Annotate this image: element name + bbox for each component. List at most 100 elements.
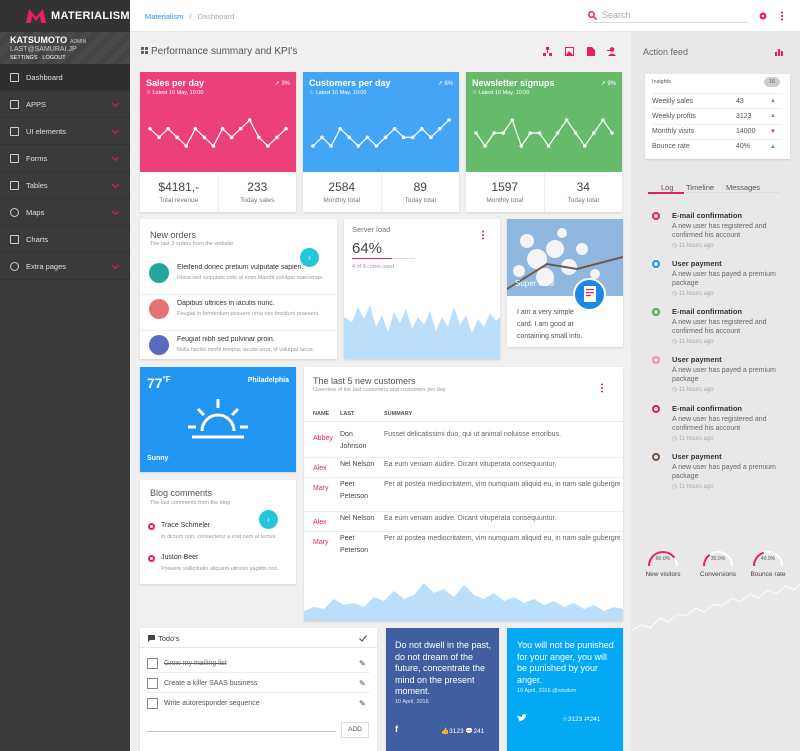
- order-title[interactable]: Feugiat nibh sed pulvinar proin.: [177, 336, 275, 343]
- blog-subtitle: The last comments from the blog: [150, 500, 231, 506]
- todo-text: Grow my mailing list: [164, 659, 227, 667]
- add-user-icon[interactable]: [607, 47, 617, 56]
- order-desc: Risus sed vulputate odio ut enim blandit…: [177, 275, 324, 281]
- apps-icon: [10, 99, 19, 109]
- settings-link[interactable]: SETTINGS: [10, 55, 38, 61]
- customer-name[interactable]: Alex: [313, 519, 327, 526]
- sidebar-item-forms[interactable]: Forms: [0, 145, 130, 172]
- feed-item[interactable]: E-mail confirmation A new user has regist…: [652, 404, 782, 442]
- pencil-icon[interactable]: ✎: [359, 678, 366, 688]
- chevron-down-icon[interactable]: [111, 180, 120, 189]
- feed-item[interactable]: User payment A new user has payed a premi…: [652, 355, 782, 393]
- feed-item[interactable]: E-mail confirmation A new user has regist…: [652, 211, 782, 249]
- feed-item[interactable]: E-mail confirmation A new user has regist…: [652, 307, 782, 345]
- logout-link[interactable]: LOGOUT: [42, 55, 66, 61]
- todo-item: Write autoresponder sequence ✎: [147, 697, 366, 709]
- server-more-icon[interactable]: [481, 230, 485, 240]
- sidebar-item-label: Tables: [26, 180, 48, 190]
- gear-icon[interactable]: [758, 11, 768, 21]
- sitemap-icon[interactable]: [543, 47, 552, 56]
- sidebar-item-label: Extra pages: [26, 261, 67, 271]
- todo-new-input[interactable]: [146, 731, 336, 732]
- user-box: KATSUMOTO ADMIN LAST@SAMURAI.JP SETTINGS …: [0, 32, 130, 64]
- comment-text: In dictum non, consectetur a erat nam at…: [161, 534, 277, 540]
- weather-temp: 77: [147, 375, 163, 391]
- todo-checkbox[interactable]: [147, 657, 158, 669]
- search-icon[interactable]: [588, 11, 597, 20]
- kpi-percent: ↗ 3%: [275, 80, 290, 87]
- customer-name[interactable]: Mary: [313, 485, 329, 492]
- todo-add-button[interactable]: ADD: [341, 722, 369, 738]
- document-icon[interactable]: [587, 47, 595, 56]
- twitter-icon[interactable]: [517, 714, 527, 722]
- page-title: Performance summary and KPI's: [151, 46, 298, 57]
- feed-item[interactable]: User payment A new user has payed a premi…: [652, 452, 782, 490]
- insight-value: 43: [736, 97, 744, 105]
- search-input[interactable]: Search: [588, 8, 748, 23]
- sidebar-item-charts[interactable]: Charts: [0, 226, 130, 253]
- chevron-down-icon[interactable]: [111, 207, 120, 216]
- chevron-down-icon[interactable]: [111, 99, 120, 108]
- image-icon[interactable]: [565, 47, 574, 56]
- comment-author[interactable]: Juston Beer: [161, 554, 199, 561]
- sidebar-item-maps[interactable]: Maps: [0, 199, 130, 226]
- pencil-icon[interactable]: ✎: [359, 658, 366, 668]
- server-title: Server load: [352, 225, 391, 234]
- order-title[interactable]: Eleifend donec pretium vulputate sapien.: [177, 264, 304, 271]
- sidebar-item-dashboard[interactable]: Dashboard: [0, 64, 130, 91]
- customers-more-icon[interactable]: [600, 383, 604, 393]
- sparkline-point: [238, 126, 243, 131]
- new-orders-card: New orders The last 3 orders from the we…: [140, 219, 337, 359]
- invoice-badge[interactable]: [573, 278, 606, 311]
- sparkline-point: [275, 135, 279, 140]
- sparkline-point: [211, 144, 216, 148]
- trend-up-icon: ↗: [437, 81, 445, 87]
- feed-item[interactable]: User payment A new user has payed a premi…: [652, 259, 782, 297]
- bar-chart-icon[interactable]: [775, 48, 783, 56]
- sidebar-item-extra-pages[interactable]: Extra pages: [0, 253, 130, 280]
- customer-name[interactable]: Mary: [313, 539, 329, 546]
- user-role: ADMIN: [70, 39, 87, 45]
- orders-next-button[interactable]: ›: [300, 248, 319, 267]
- quote-twitter-card: You will not be punished for your anger,…: [507, 628, 623, 751]
- chevron-down-icon[interactable]: [111, 153, 120, 162]
- todo-checkbox[interactable]: [147, 697, 158, 709]
- weather-condition: Sunny: [147, 455, 169, 462]
- check-icon[interactable]: [359, 635, 367, 642]
- sparkline-point: [410, 135, 415, 140]
- tab-log[interactable]: Log: [661, 183, 674, 192]
- facebook-icon[interactable]: f: [395, 724, 398, 734]
- home-icon: [10, 72, 19, 82]
- sidebar-item-apps[interactable]: APPS: [0, 91, 130, 118]
- customer-summary: Ea eum veniam audire. Dicant vituperata …: [384, 515, 557, 522]
- chevron-down-icon[interactable]: [111, 126, 120, 135]
- todo-checkbox[interactable]: [147, 677, 158, 689]
- sparkline-point: [202, 135, 207, 140]
- sidebar-item-ui-elements[interactable]: UI elements: [0, 118, 130, 145]
- comment-author[interactable]: Trace Schmeler: [161, 522, 211, 529]
- brand[interactable]: MATERIALISM: [0, 0, 130, 32]
- gauge-fill: [703, 553, 711, 567]
- sparkline-point: [601, 118, 605, 122]
- pencil-icon[interactable]: ✎: [359, 698, 366, 708]
- order-title[interactable]: Dapibus ultrices in iaculis nunc.: [177, 300, 275, 307]
- blog-next-button[interactable]: ›: [259, 510, 278, 529]
- customer-name[interactable]: Alex: [313, 465, 327, 472]
- customer-name[interactable]: Abbey: [313, 435, 333, 442]
- tab-timeline[interactable]: Timeline: [686, 183, 715, 192]
- kpi-value-2: 233: [247, 180, 268, 194]
- insight-label: Bounce rate: [652, 143, 690, 151]
- chevron-down-icon[interactable]: [111, 261, 120, 270]
- breadcrumb-root[interactable]: Materialism: [145, 12, 184, 21]
- sparkline-point: [266, 144, 270, 148]
- sparkline-point: [148, 126, 152, 131]
- tab-messages[interactable]: Messages: [726, 183, 761, 192]
- todo-item: Create a killer SAAS business ✎: [147, 677, 366, 689]
- kpi-value-1: 1597: [491, 180, 519, 194]
- more-vertical-icon[interactable]: [780, 11, 784, 21]
- customer-summary: Fusset delicatissimi duo, qui ut animal …: [384, 431, 562, 438]
- sidebar-item-tables[interactable]: Tables: [0, 172, 130, 199]
- sparkline-point: [401, 135, 406, 140]
- insights-title: Insights: [652, 79, 671, 85]
- sidebar-item-label: APPS: [26, 99, 47, 109]
